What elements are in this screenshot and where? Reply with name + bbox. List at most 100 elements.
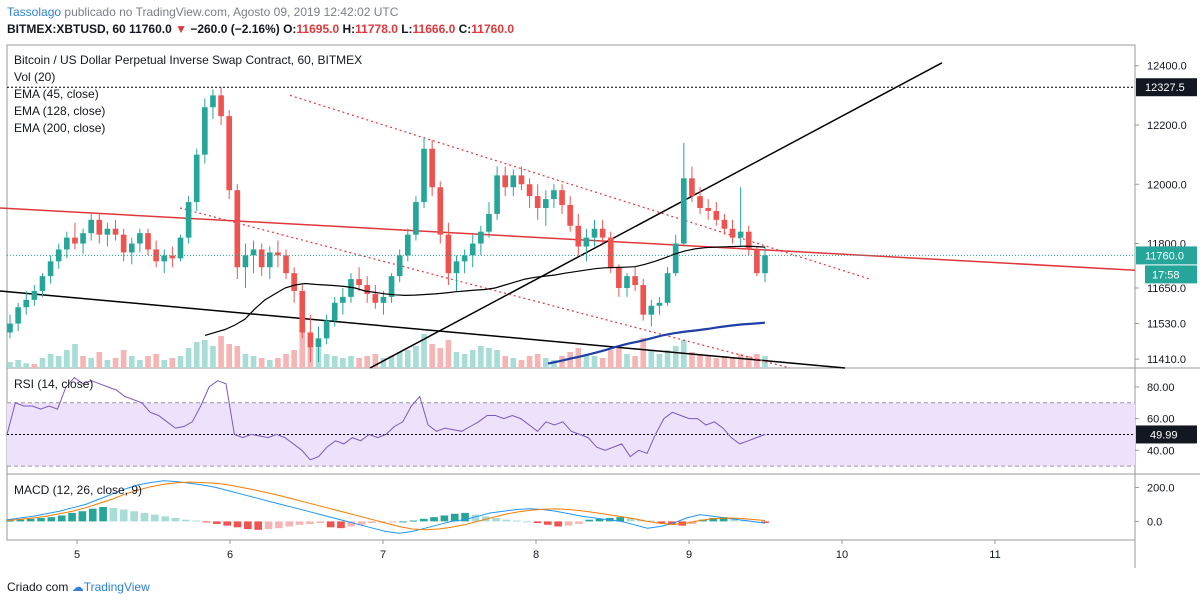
macd-histogram-bar [47,517,56,522]
candle-body [453,261,460,274]
macd-line [6,480,766,534]
macd-histogram-bar [223,521,232,526]
volume-bar [275,358,281,368]
macd-histogram-bar [192,520,200,522]
candle-body [372,293,379,303]
volume-bar [721,356,728,368]
level-label-bg [1136,78,1197,97]
candle-body [72,237,78,244]
volume-bar [104,360,111,368]
volume-bar [510,358,517,368]
volume-bar [486,348,492,368]
candle-body [534,196,541,208]
volume-bar [656,354,663,368]
macd-histogram-bar [244,521,252,529]
down-arrow-icon: ▼ [175,22,187,36]
volume-bar [737,354,744,368]
candle-body [664,273,671,303]
candle-body [754,249,760,274]
candle-body [640,285,647,315]
candle-body [315,338,322,348]
volume-bar [323,354,330,368]
macd-histogram-bar [419,518,428,522]
symbol-info: BITMEX:XBTUSD, 60 11760.0 ▼ −260.0 (−2.1… [7,22,514,36]
macd-histogram-bar [347,521,356,527]
symbol-name: BITMEX:XBTUSD, 60 [7,22,126,36]
volume-bar [364,356,371,368]
macd-histogram-bar [88,508,97,522]
candle-body [559,190,565,206]
volume-bar [445,340,452,368]
candle-body [542,199,549,208]
macd-histogram-bar [316,521,325,524]
candle-body [413,202,419,235]
rsi-line [6,376,766,461]
candle-body [104,228,111,235]
footer-created: Criado com [7,580,69,594]
volume-bar [128,356,135,368]
time-tick-label: 10 [836,549,848,561]
candle-body [153,249,159,262]
macd-histogram-bar [285,521,294,527]
candle-body [478,231,484,244]
volume-bar [112,358,119,368]
volume-bar [672,346,679,368]
volume-bar [526,356,533,368]
last-price: 11760.0 [129,22,172,36]
macd-histogram-bar [543,521,552,525]
candle-body [729,228,736,238]
rsi-tick-label: 40.00 [1147,445,1175,457]
candle-body [31,290,38,300]
volume-bar [88,358,94,368]
rsi-tick-label: 80.00 [1147,382,1175,394]
macd-histogram-bar [119,509,128,522]
author-link[interactable]: Tassolago [7,5,62,19]
time-tick-label: 7 [380,549,386,561]
candle-body [567,205,573,226]
macd-histogram-bar [399,521,407,523]
price-tick-label: 11410.0 [1147,354,1186,366]
candle-body [202,107,208,155]
volume-bar [697,354,703,368]
candle-body [705,207,711,211]
countdown-label: 17:58 [1152,269,1180,281]
volume-bar [469,350,476,368]
macd-histogram-bar [161,516,169,522]
price-tick-label: 12400.0 [1147,61,1187,73]
volume-bar [567,352,573,368]
candle-body [599,228,606,238]
candle-body [445,234,452,274]
time-tick-label: 11 [989,549,1000,561]
macd-histogram-bar [388,521,397,523]
candle-body [364,285,371,294]
macd-histogram-bar [78,511,87,522]
volume-bar [7,362,13,368]
macd-histogram-bar [233,521,242,528]
volume-bar [429,344,435,368]
macd-histogram-bar [409,520,418,522]
rsi-tick-label: 60.00 [1147,414,1175,426]
candle-body [258,249,265,268]
candle-body [461,255,468,262]
time-tick-label: 5 [74,549,80,561]
macd-histogram-bar [730,518,738,522]
candle-body [185,202,192,238]
volume-bar [64,350,70,368]
ema128-line [547,321,766,365]
candle-body [486,213,492,232]
volume-bar [648,350,655,368]
last-price-label: 11760.0 [1145,250,1184,262]
tradingview-link[interactable]: TradingView [83,580,150,594]
candle-body [112,228,119,235]
macd-histogram-bar [181,519,190,522]
candle-body [404,234,411,256]
volume-bar [632,356,638,368]
macd-histogram-bar [368,521,376,524]
tradingview-logo-icon[interactable]: ☁ [71,580,84,594]
candle-body [193,154,200,203]
macd-histogram-bar [554,521,562,527]
volume-bar [266,360,273,368]
candle-body [624,276,630,288]
candle-body [218,95,224,117]
